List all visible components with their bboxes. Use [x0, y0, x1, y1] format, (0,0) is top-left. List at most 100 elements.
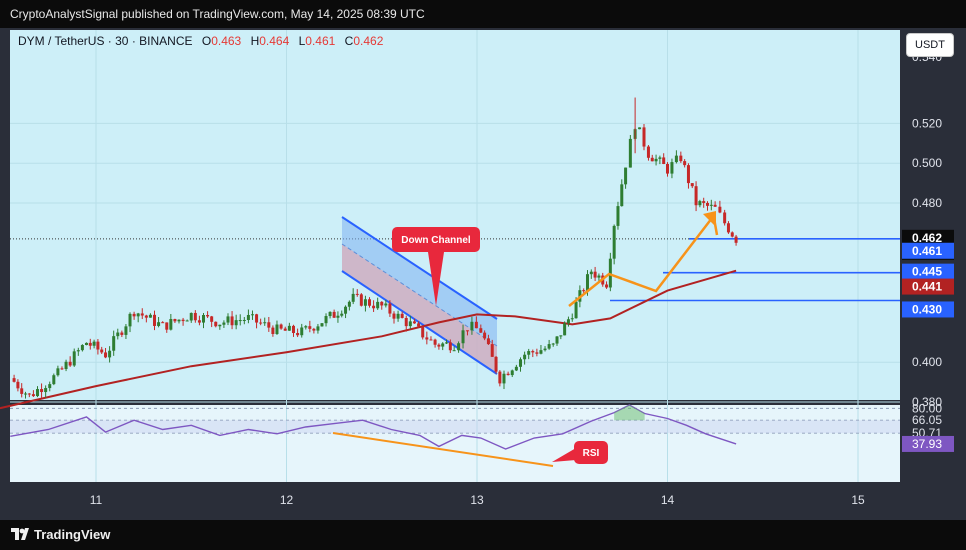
candle-body[interactable] [593, 271, 597, 278]
candle-body[interactable] [56, 368, 60, 376]
candle-body[interactable] [336, 315, 340, 318]
candle-body[interactable] [612, 225, 616, 259]
candle-body[interactable] [392, 313, 396, 319]
candle-body[interactable] [308, 326, 312, 329]
candle-body[interactable] [425, 337, 429, 340]
candle-body[interactable] [108, 350, 112, 358]
candle-body[interactable] [726, 223, 730, 233]
candle-body[interactable] [706, 202, 710, 206]
candle-body[interactable] [185, 320, 189, 322]
candle-body[interactable] [136, 313, 140, 317]
candle-body[interactable] [384, 303, 388, 306]
candle-body[interactable] [165, 322, 169, 330]
candle-body[interactable] [608, 258, 612, 288]
candle-body[interactable] [222, 322, 226, 325]
candle-body[interactable] [527, 351, 531, 355]
candle-body[interactable] [291, 325, 295, 334]
candle-body[interactable] [368, 299, 372, 306]
candle-body[interactable] [412, 321, 416, 324]
candle-body[interactable] [628, 138, 632, 168]
candle-body[interactable] [408, 321, 412, 327]
candle-body[interactable] [566, 319, 570, 324]
candle-body[interactable] [448, 342, 452, 351]
candle-body[interactable] [437, 344, 441, 347]
candle-body[interactable] [679, 155, 683, 162]
candle-body[interactable] [518, 359, 522, 367]
candle-body[interactable] [96, 341, 100, 350]
candle-body[interactable] [100, 349, 104, 353]
candle-body[interactable] [226, 316, 230, 323]
candle-body[interactable] [324, 316, 328, 324]
candle-body[interactable] [433, 339, 437, 345]
candle-body[interactable] [574, 301, 578, 319]
candle-body[interactable] [344, 306, 348, 314]
candle-body[interactable] [140, 313, 144, 316]
candle-body[interactable] [531, 351, 535, 353]
candle-body[interactable] [40, 389, 44, 393]
candle-body[interactable] [658, 157, 662, 159]
candle-body[interactable] [84, 342, 88, 346]
candle-body[interactable] [320, 323, 324, 327]
candle-body[interactable] [470, 321, 474, 331]
candle-body[interactable] [275, 324, 279, 335]
candle-body[interactable] [498, 371, 502, 384]
candle-body[interactable] [287, 325, 291, 331]
channel-top-line[interactable] [341, 216, 498, 320]
candle-body[interactable] [218, 324, 222, 327]
candle-body[interactable] [465, 330, 469, 332]
candle-body[interactable] [683, 161, 687, 166]
candle-body[interactable] [404, 317, 408, 327]
candle-body[interactable] [551, 343, 555, 345]
candle-body[interactable] [72, 351, 76, 366]
candle-body[interactable] [702, 201, 706, 203]
candle-body[interactable] [144, 315, 148, 318]
candle-body[interactable] [376, 301, 380, 309]
candle-body[interactable] [502, 373, 506, 384]
candle-body[interactable] [201, 314, 205, 323]
candle-body[interactable] [120, 332, 124, 335]
candle-body[interactable] [597, 275, 601, 278]
candle-body[interactable] [662, 157, 666, 165]
candle-body[interactable] [585, 274, 589, 291]
candle-body[interactable] [153, 314, 157, 326]
candle-body[interactable] [713, 204, 717, 207]
projection-path[interactable] [568, 217, 713, 307]
candle-body[interactable] [620, 184, 624, 207]
candle-body[interactable] [514, 366, 518, 371]
candle-body[interactable] [510, 370, 514, 376]
candle-body[interactable] [35, 389, 39, 397]
candle-body[interactable] [88, 342, 92, 346]
candle-body[interactable] [474, 321, 478, 329]
candle-body[interactable] [279, 324, 283, 329]
candle-body[interactable] [300, 327, 304, 336]
candle-body[interactable] [582, 290, 586, 292]
candle-body[interactable] [267, 322, 271, 328]
candle-body[interactable] [242, 319, 246, 321]
candle-body[interactable] [177, 319, 181, 322]
price-chart[interactable]: 11 12 13 14 150.3800.4000.4800.5000.5200.540… [0, 28, 966, 520]
candle-body[interactable] [128, 313, 132, 327]
candle-body[interactable] [104, 352, 108, 358]
down-channel-callout[interactable] [392, 227, 480, 252]
candle-body[interactable] [650, 157, 654, 162]
candle-body[interactable] [483, 332, 487, 339]
candle-body[interactable] [250, 314, 254, 316]
candle-body[interactable] [624, 167, 628, 185]
candle-body[interactable] [429, 339, 433, 341]
candle-body[interactable] [169, 319, 173, 330]
candle-body[interactable] [355, 293, 359, 295]
candle-body[interactable] [730, 232, 734, 237]
candle-body[interactable] [506, 373, 510, 376]
candle-body[interactable] [547, 344, 551, 349]
candle-body[interactable] [559, 335, 563, 337]
candle-body[interactable] [246, 314, 250, 320]
candle-body[interactable] [189, 312, 193, 321]
candle-body[interactable] [181, 319, 185, 322]
candle-body[interactable] [304, 326, 308, 328]
candle-body[interactable] [263, 322, 267, 324]
candle-body[interactable] [479, 328, 483, 333]
candle-body[interactable] [396, 313, 400, 319]
rsi-trendline[interactable] [332, 432, 554, 467]
candle-body[interactable] [80, 345, 84, 351]
candle-body[interactable] [259, 322, 263, 324]
